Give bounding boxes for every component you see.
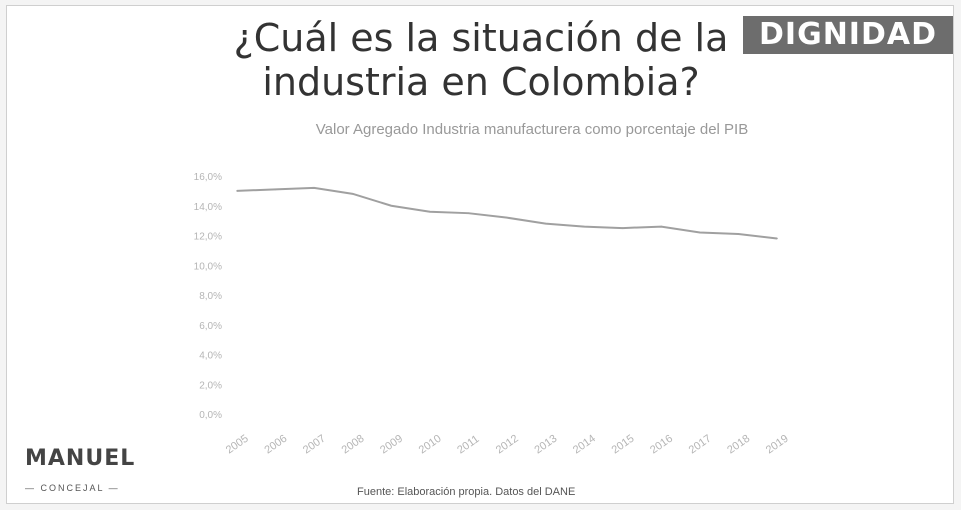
- title-line-1: ¿Cuál es la situación de la: [233, 16, 729, 60]
- data-point: [737, 233, 740, 235]
- logo: MANUEL — CONCEJAL —: [25, 446, 155, 493]
- x-tick-label: 2005: [224, 433, 251, 457]
- y-tick-label: 6,0%: [199, 321, 222, 332]
- data-point: [236, 190, 238, 192]
- x-tick-label: 2014: [571, 433, 598, 457]
- x-tick-label: 2012: [494, 433, 521, 457]
- x-tick-label: 2018: [725, 433, 752, 457]
- data-point: [506, 216, 508, 219]
- x-tick-label: 2010: [417, 433, 444, 457]
- x-tick-label: 2016: [648, 433, 675, 457]
- chart-title: Valor Agregado Industria manufacturera c…: [315, 121, 749, 138]
- x-tick-label: 2006: [262, 433, 289, 457]
- slide-title: ¿Cuál es la situación de la industria en…: [7, 16, 953, 104]
- y-tick-label: 12,0%: [194, 232, 222, 243]
- y-tick-label: 2,0%: [199, 380, 222, 391]
- data-point: [699, 231, 701, 234]
- x-tick-label: 2007: [301, 433, 328, 457]
- logo-subtitle: — CONCEJAL —: [25, 483, 120, 493]
- logo-name: MANUEL: [25, 446, 136, 471]
- slide: ¿Cuál es la situación de la industria en…: [6, 5, 954, 504]
- data-point: [544, 222, 547, 225]
- x-tick-label: 2015: [610, 433, 637, 457]
- y-tick-label: 10,0%: [194, 261, 222, 272]
- title-line-2: industria en Colombia?: [262, 60, 700, 104]
- data-point: [390, 204, 393, 207]
- x-tick-label: 2017: [687, 433, 714, 457]
- data-point: [429, 210, 431, 213]
- data-point: [274, 188, 277, 191]
- data-point: [351, 193, 354, 195]
- y-tick-label: 4,0%: [199, 351, 222, 362]
- x-tick-label: 2011: [455, 433, 481, 456]
- data-point: [583, 225, 585, 228]
- x-tick-label: 2009: [378, 433, 405, 457]
- data-point: [621, 227, 624, 229]
- data-point: [313, 187, 315, 189]
- data-point: [660, 225, 663, 228]
- y-tick-label: 8,0%: [199, 291, 222, 302]
- line-chart: 0,0% 2,0% 4,0% 6,0% 8,0% 10,0% 12,0% 14,0% 16,0%…: [194, 172, 791, 457]
- x-tick-label: 2013: [532, 433, 559, 457]
- y-tick-label: 16,0%: [194, 172, 222, 183]
- x-tick-label: 2019: [764, 433, 791, 457]
- data-point: [467, 212, 470, 214]
- source-note: Fuente: Elaboración propia. Datos del DA…: [357, 486, 576, 498]
- y-tick-label: 0,0%: [199, 410, 222, 421]
- x-tick-label: 2008: [340, 433, 367, 457]
- series-line: [236, 186, 778, 240]
- data-point: [776, 237, 778, 240]
- dignidad-badge: DIGNIDAD: [743, 16, 953, 54]
- y-tick-label: 14,0%: [194, 202, 222, 213]
